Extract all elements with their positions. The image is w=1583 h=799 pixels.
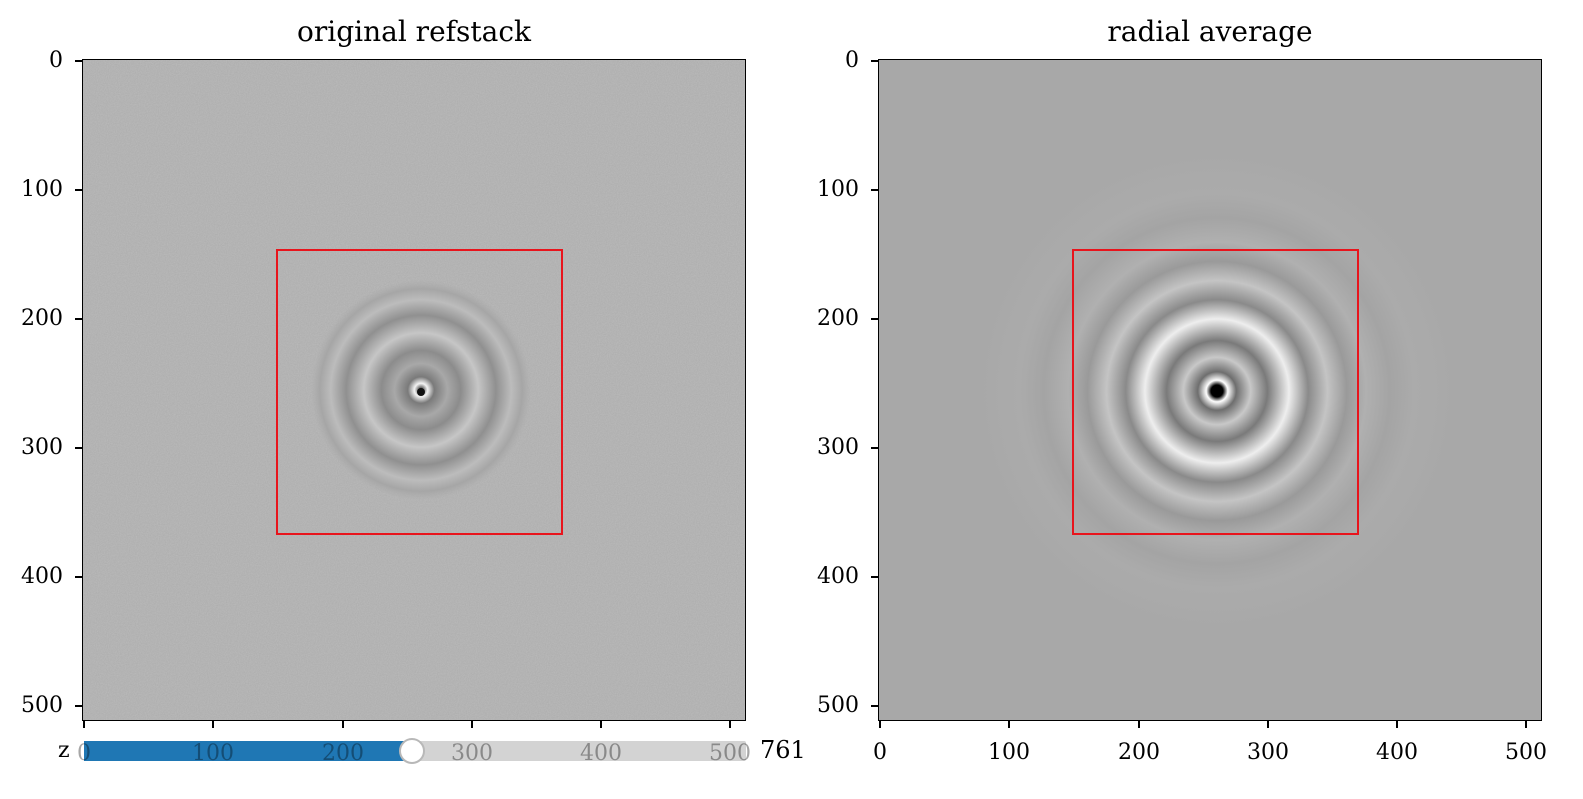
right-xtick-200: 200 <box>1118 740 1160 765</box>
left-xtick-300: 300 <box>451 741 493 766</box>
right-image-canvas <box>879 60 1541 720</box>
left-ytick-mark-500 <box>75 705 82 707</box>
right-panel-title: radial average <box>1107 15 1313 48</box>
left-xtick-mark-500 <box>729 721 731 728</box>
right-xtick-mark-300 <box>1267 721 1269 728</box>
left-xtick-mark-400 <box>600 721 602 728</box>
slider-handle[interactable] <box>398 738 425 764</box>
left-ytick-300: 300 <box>21 435 63 460</box>
left-xtick-100: 100 <box>192 741 234 766</box>
left-ytick-mark-100 <box>75 189 82 191</box>
left-ytick-0: 0 <box>49 48 63 73</box>
right-xtick-400: 400 <box>1376 740 1418 765</box>
right-ytick-mark-200 <box>871 318 878 320</box>
right-ytick-mark-100 <box>871 189 878 191</box>
left-ytick-mark-0 <box>75 60 82 62</box>
left-image-axes[interactable] <box>82 59 746 721</box>
left-ytick-mark-400 <box>75 576 82 578</box>
right-xtick-mark-100 <box>1008 721 1010 728</box>
right-xtick-0: 0 <box>873 740 887 765</box>
left-xtick-200: 200 <box>322 741 364 766</box>
right-xtick-mark-200 <box>1138 721 1140 728</box>
left-xtick-mark-0 <box>83 721 85 728</box>
right-xtick-mark-400 <box>1396 721 1398 728</box>
right-xtick-500: 500 <box>1505 740 1547 765</box>
right-xtick-100: 100 <box>988 740 1030 765</box>
right-ytick-300: 300 <box>817 435 859 460</box>
left-xtick-0: 0 <box>77 741 91 766</box>
left-ytick-mark-300 <box>75 447 82 449</box>
left-ytick-100: 100 <box>21 177 63 202</box>
right-xtick-300: 300 <box>1247 740 1289 765</box>
left-xtick-mark-300 <box>471 721 473 728</box>
slider-label: z <box>58 738 70 763</box>
left-ytick-mark-200 <box>75 318 82 320</box>
left-ytick-400: 400 <box>21 564 63 589</box>
right-ytick-mark-0 <box>871 60 878 62</box>
right-image-axes[interactable] <box>878 59 1542 721</box>
left-image-canvas <box>83 60 745 720</box>
right-ytick-100: 100 <box>817 177 859 202</box>
slider-value: 761 <box>760 736 806 764</box>
left-xtick-mark-200 <box>342 721 344 728</box>
left-xtick-mark-100 <box>212 721 214 728</box>
right-ytick-500: 500 <box>817 693 859 718</box>
right-ytick-200: 200 <box>817 306 859 331</box>
left-roi-box <box>276 249 563 535</box>
right-roi-box <box>1072 249 1359 535</box>
right-xtick-mark-500 <box>1525 721 1527 728</box>
left-ytick-500: 500 <box>21 693 63 718</box>
left-ytick-200: 200 <box>21 306 63 331</box>
left-xtick-500: 500 <box>709 741 751 766</box>
left-xtick-400: 400 <box>580 741 622 766</box>
right-ytick-mark-400 <box>871 576 878 578</box>
right-xtick-mark-0 <box>879 721 881 728</box>
left-panel-title: original refstack <box>297 15 531 48</box>
slider-fill <box>84 741 412 761</box>
right-ytick-400: 400 <box>817 564 859 589</box>
right-ytick-mark-300 <box>871 447 878 449</box>
right-ytick-mark-500 <box>871 705 878 707</box>
right-ytick-0: 0 <box>845 48 859 73</box>
